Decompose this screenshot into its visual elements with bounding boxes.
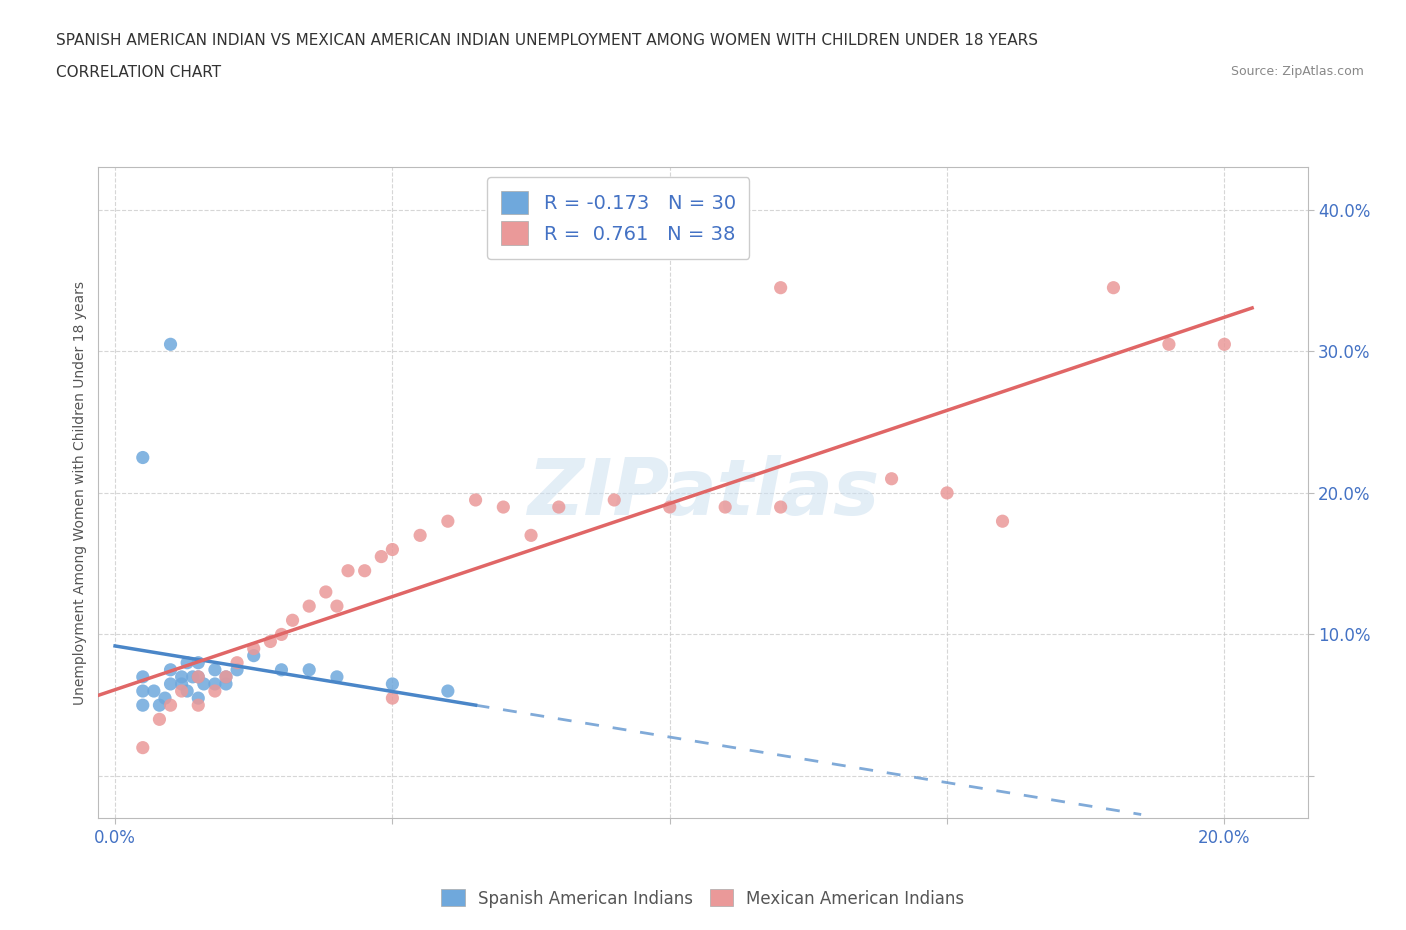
Point — [464, 493, 486, 508]
Point — [242, 641, 264, 656]
Y-axis label: Unemployment Among Women with Children Under 18 years: Unemployment Among Women with Children U… — [73, 281, 87, 705]
Point — [187, 670, 209, 684]
Text: Source: ZipAtlas.com: Source: ZipAtlas.com — [1230, 65, 1364, 78]
Point — [337, 564, 360, 578]
Point — [409, 528, 432, 543]
Point — [187, 656, 209, 671]
Point — [520, 528, 543, 543]
Legend: Spanish American Indians, Mexican American Indians: Spanish American Indians, Mexican Americ… — [434, 883, 972, 914]
Point — [381, 542, 404, 557]
Point — [159, 676, 181, 691]
Point — [298, 662, 321, 677]
Point — [437, 684, 460, 698]
Point — [658, 499, 681, 514]
Point — [769, 280, 792, 295]
Point — [1102, 280, 1125, 295]
Point — [215, 670, 238, 684]
Point — [880, 472, 903, 486]
Point — [226, 662, 249, 677]
Point — [714, 499, 737, 514]
Point — [132, 450, 155, 465]
Point — [204, 684, 226, 698]
Point — [270, 662, 292, 677]
Point — [170, 684, 193, 698]
Point — [381, 676, 404, 691]
Point — [187, 670, 209, 684]
Point — [193, 676, 215, 691]
Point — [547, 499, 569, 514]
Point — [181, 670, 204, 684]
Point — [242, 648, 264, 663]
Point — [437, 513, 460, 528]
Point — [159, 337, 181, 352]
Point — [170, 670, 193, 684]
Point — [226, 656, 249, 671]
Point — [153, 691, 176, 706]
Point — [132, 740, 155, 755]
Point — [1157, 337, 1180, 352]
Point — [270, 627, 292, 642]
Text: SPANISH AMERICAN INDIAN VS MEXICAN AMERICAN INDIAN UNEMPLOYMENT AMONG WOMEN WITH: SPANISH AMERICAN INDIAN VS MEXICAN AMERI… — [56, 33, 1038, 47]
Point — [187, 698, 209, 712]
Point — [370, 549, 392, 564]
Point — [148, 711, 170, 726]
Legend: R = -0.173   N = 30, R =  0.761   N = 38: R = -0.173 N = 30, R = 0.761 N = 38 — [488, 177, 749, 259]
Point — [159, 698, 181, 712]
Point — [281, 613, 304, 628]
Point — [215, 670, 238, 684]
Point — [204, 676, 226, 691]
Point — [936, 485, 959, 500]
Point — [381, 691, 404, 706]
Point — [142, 684, 165, 698]
Point — [315, 585, 337, 600]
Point — [170, 676, 193, 691]
Point — [132, 684, 155, 698]
Text: CORRELATION CHART: CORRELATION CHART — [56, 65, 221, 80]
Text: ZIPatlas: ZIPatlas — [527, 455, 879, 531]
Point — [603, 493, 626, 508]
Point — [492, 499, 515, 514]
Point — [187, 691, 209, 706]
Point — [326, 599, 349, 614]
Point — [1213, 337, 1236, 352]
Point — [215, 676, 238, 691]
Point — [132, 670, 155, 684]
Point — [353, 564, 375, 578]
Point — [991, 513, 1014, 528]
Point — [159, 662, 181, 677]
Point — [176, 656, 198, 671]
Point — [298, 599, 321, 614]
Point — [148, 698, 170, 712]
Point — [259, 634, 281, 649]
Point — [176, 684, 198, 698]
Point — [326, 670, 349, 684]
Point — [204, 662, 226, 677]
Point — [769, 499, 792, 514]
Point — [132, 698, 155, 712]
